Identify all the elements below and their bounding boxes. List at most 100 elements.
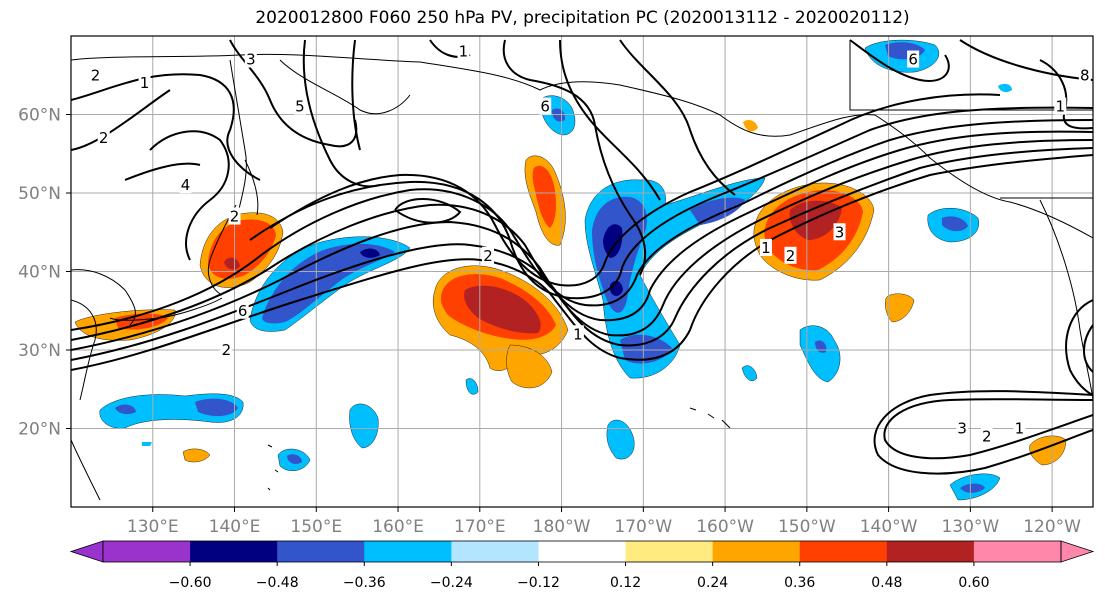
contour-label: 2 <box>91 66 101 84</box>
contour-label-bg <box>1013 419 1026 437</box>
colorbar-swatch <box>190 541 278 562</box>
negative-anomaly <box>690 197 745 225</box>
contour-label: 6 <box>540 98 550 116</box>
positive-anomaly <box>1029 435 1067 466</box>
contour-label: 2 <box>99 129 109 147</box>
colorbar-swatch <box>364 541 452 562</box>
contour-label: 3 <box>835 223 845 241</box>
colorbar-tick-label: −0.24 <box>430 575 473 591</box>
contour-label: 2 <box>483 247 493 265</box>
colorbar-swatch <box>538 541 627 562</box>
colorbar-tick-label: −0.60 <box>169 575 212 591</box>
negative-anomaly <box>603 224 623 258</box>
contour-label-bg <box>89 66 102 84</box>
graticule <box>71 36 1093 507</box>
colorbar-tick-label: −0.12 <box>517 575 560 591</box>
colorbar-swatch <box>103 541 191 562</box>
contour-label-bg <box>1095 325 1105 342</box>
contour-label: 2 <box>230 208 240 226</box>
contour-label: 2 <box>222 341 232 359</box>
contour-label-bg <box>907 50 920 68</box>
colorbar-swatch <box>886 541 975 562</box>
negative-anomaly <box>960 483 985 493</box>
contour-label: 1 <box>761 239 771 257</box>
contour-label-bg <box>220 341 233 358</box>
lon-tick-label: 130°W <box>941 517 999 537</box>
contour-label: 3 <box>957 420 967 438</box>
lat-tick-label: 30°N <box>18 341 61 361</box>
contour-label: 1 <box>140 74 150 92</box>
colorbar-swatch <box>451 541 539 562</box>
contour-label: 1 <box>1015 420 1025 438</box>
negative-anomaly <box>465 378 479 395</box>
contour-label: 2 <box>982 427 992 445</box>
positive-anomaly <box>532 165 557 228</box>
contour-label-bg <box>833 223 846 241</box>
contour-label: 3 <box>1096 325 1105 343</box>
contour-label: 6 <box>908 51 918 69</box>
negative-anomaly <box>799 325 841 383</box>
contour-label-bg <box>759 238 772 256</box>
colorbar-swatch <box>712 541 801 562</box>
lon-tick-label: 130°E <box>127 517 179 537</box>
negative-anomaly <box>741 365 758 381</box>
negative-anomaly <box>360 248 380 258</box>
contour-label: 1 <box>1056 98 1066 116</box>
contour-label-bg <box>956 419 969 437</box>
lon-tick-label: 160°E <box>372 517 424 537</box>
pv-contours <box>71 39 1093 475</box>
contour-label-bg <box>1054 97 1067 115</box>
contour-label: 8 <box>1080 66 1090 84</box>
lon-tick-label: 180°W <box>533 517 591 537</box>
negative-anomaly <box>942 216 968 232</box>
contour-label-bg <box>571 325 584 343</box>
contour-label: 1 <box>459 43 469 61</box>
colorbar-swatch <box>277 541 365 562</box>
contour-label: 2 <box>786 247 796 265</box>
lon-tick-label: 150°W <box>778 517 836 537</box>
negative-anomaly <box>195 398 238 417</box>
lon-tick-label: 150°E <box>290 517 342 537</box>
positive-anomaly <box>743 120 758 132</box>
contour-label: 5 <box>295 98 305 116</box>
contour-label: 3 <box>246 51 256 69</box>
contour-label-bg <box>980 427 993 445</box>
contour-label-bg <box>179 176 192 194</box>
colorbar-tick-label: 0.24 <box>697 575 728 591</box>
positive-anomaly <box>789 200 842 240</box>
contour-label: 1 <box>573 325 583 343</box>
contour-label: 4 <box>181 176 191 194</box>
colorbar-extend-high <box>1060 540 1095 563</box>
colorbar-outline <box>102 540 1062 563</box>
negative-anomaly <box>287 454 302 464</box>
colorbar-tick-label: 0.60 <box>958 575 989 591</box>
negative-anomaly <box>142 442 152 446</box>
contour-label-bg <box>138 74 151 92</box>
contour-label-bg <box>293 97 306 115</box>
colorbar-tick-label: 0.12 <box>610 575 641 591</box>
axis-ticks: 60°N 50°N 40°N 30°N 20°N 130°E 140°E 150°E 160°E… <box>18 106 1081 538</box>
contour-label-bg <box>784 246 797 264</box>
lon-tick-label: 170°W <box>614 517 672 537</box>
contour-label-bg <box>1078 66 1091 84</box>
positive-anomaly <box>182 448 211 463</box>
colorbar-tick-label: 0.36 <box>784 575 815 591</box>
lon-tick-label: 160°W <box>696 517 754 537</box>
lon-tick-label: 120°W <box>1023 517 1081 537</box>
colorbar-swatch <box>973 541 1062 562</box>
negative-anomaly <box>606 419 635 460</box>
colorbar-tick-label: 0.48 <box>871 575 902 591</box>
lon-tick-label: 140°W <box>860 517 918 537</box>
colorbar-tick-label: −0.36 <box>343 575 386 591</box>
contour-label: 6 <box>238 302 248 320</box>
lat-tick-label: 50°N <box>18 184 61 204</box>
lon-tick-label: 170°E <box>454 517 506 537</box>
colorbar-swatch <box>799 541 888 562</box>
positive-anomaly <box>464 285 541 334</box>
negative-anomaly <box>115 404 136 415</box>
contour-label-bg <box>236 301 249 319</box>
lat-tick-label: 40°N <box>18 263 61 283</box>
map-title: 2020012800 F060 250 hPa PV, precipitatio… <box>255 8 910 28</box>
